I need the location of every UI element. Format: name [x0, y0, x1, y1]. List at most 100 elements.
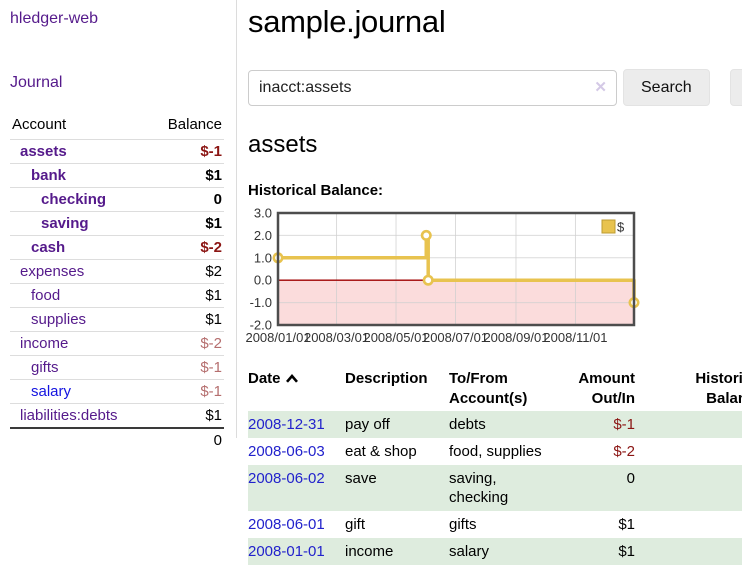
svg-text:$: $	[617, 220, 625, 235]
svg-text:2008/03/01: 2008/03/01	[304, 330, 369, 345]
search-button[interactable]: Search	[623, 69, 710, 106]
transaction-description: income	[345, 543, 394, 560]
account-row: bank $1	[10, 163, 224, 188]
transaction-date-link[interactable]: 2008-06-02	[248, 470, 325, 487]
account-row: food $1	[10, 283, 224, 308]
svg-text:2.0: 2.0	[254, 228, 272, 243]
svg-text:1.0: 1.0	[254, 250, 272, 265]
account-balance: $2	[205, 263, 222, 280]
account-row: supplies $1	[10, 307, 224, 332]
svg-text:-2.0: -2.0	[250, 318, 272, 333]
account-row: liabilities:debts $1	[10, 403, 224, 429]
transaction-accounts: salary	[449, 543, 490, 560]
transaction-date-link[interactable]: 2008-06-01	[248, 516, 325, 533]
help-button[interactable]: ?	[729, 69, 742, 106]
transaction-date-link[interactable]: 2008-06-03	[248, 443, 325, 460]
account-balance: $-1	[200, 359, 222, 376]
svg-text:-1.0: -1.0	[250, 295, 272, 310]
app-layout: hledger-web Journal Account Balance asse…	[0, 0, 742, 565]
transaction-row[interactable]: 2008-12-31 pay off debts $-1 $-1	[248, 411, 742, 438]
transaction-description: save	[345, 470, 377, 487]
accounts-column-account: Account	[12, 116, 67, 133]
account-row: saving $1	[10, 211, 224, 236]
page-title: sample.journal	[248, 4, 446, 39]
svg-text:2008/11/01: 2008/11/01	[543, 330, 607, 345]
transaction-row[interactable]: 2008-06-03 eat & shop food, supplies $-2…	[248, 438, 742, 465]
account-balance: $-2	[200, 335, 222, 352]
account-balance: $-1	[200, 383, 222, 400]
transaction-accounts: food, supplies	[449, 443, 542, 460]
transaction-row[interactable]: 2008-01-01 income salary $1 $1	[248, 538, 742, 565]
transaction-date-link[interactable]: 2008-12-31	[248, 416, 325, 433]
accounts-header-row: Account Balance	[10, 113, 224, 140]
account-balance: $1	[205, 167, 222, 184]
account-link[interactable]: saving	[41, 215, 89, 232]
transaction-accounts: debts	[449, 416, 486, 433]
account-balance: $1	[205, 215, 222, 232]
transaction-row[interactable]: 2008-06-01 gift gifts $1 $2	[248, 511, 742, 538]
transaction-accounts: saving, checking	[449, 470, 509, 506]
account-balance: $-1	[200, 143, 222, 160]
accounts-total-balance: 0	[213, 432, 222, 449]
account-link[interactable]: salary	[31, 383, 72, 400]
account-row: gifts $-1	[10, 355, 224, 380]
register-header-row: Date Description To/From Account(s) Amou…	[248, 367, 742, 411]
sidebar-item-journal[interactable]: Journal	[10, 74, 63, 91]
transaction-balance: $2	[635, 465, 742, 511]
legend-swatch	[601, 219, 616, 234]
register-table: Date Description To/From Account(s) Amou…	[248, 367, 742, 565]
svg-text:2008/09/01: 2008/09/01	[483, 330, 548, 345]
column-description[interactable]: Description	[345, 370, 428, 387]
account-balance: $1	[205, 311, 222, 328]
account-balance: $-2	[200, 239, 222, 256]
column-amount[interactable]: Amount Out/In	[578, 370, 635, 407]
account-link[interactable]: cash	[31, 239, 66, 256]
app-title[interactable]: hledger-web	[10, 10, 99, 27]
transaction-amount: $-1	[613, 416, 635, 433]
transaction-amount: $1	[618, 543, 635, 560]
column-balance[interactable]: Historical Balance	[695, 370, 742, 407]
account-row: income $-2	[10, 331, 224, 356]
transaction-date-link[interactable]: 2008-01-01	[248, 543, 325, 560]
transaction-balance: 0	[635, 438, 742, 465]
svg-text:0.0: 0.0	[254, 273, 272, 288]
svg-text:2008/01/01: 2008/01/01	[245, 330, 310, 345]
account-row: cash $-2	[10, 235, 224, 260]
transaction-row[interactable]: 2008-06-02 save saving, checking 0 $2	[248, 465, 742, 511]
chart-title: Historical Balance:	[248, 182, 384, 199]
search-box: ✕	[248, 69, 617, 106]
sort-ascending-icon	[285, 374, 298, 383]
account-link[interactable]: supplies	[31, 311, 87, 328]
account-link[interactable]: expenses	[20, 263, 85, 280]
account-link[interactable]: assets	[20, 143, 67, 160]
account-balance: $1	[205, 407, 222, 424]
sidebar: hledger-web Journal Account Balance asse…	[0, 0, 237, 449]
account-link[interactable]: checking	[41, 191, 107, 208]
transaction-description: pay off	[345, 416, 390, 433]
account-link[interactable]: bank	[31, 167, 67, 184]
transaction-amount: $-2	[613, 443, 635, 460]
historical-balance-chart[interactable]: 2008/01/012008/03/012008/05/012008/07/01…	[245, 206, 648, 350]
account-link[interactable]: liabilities:debts	[20, 407, 118, 424]
column-date[interactable]: Date	[248, 367, 345, 411]
accounts-total-row: 0	[10, 428, 224, 452]
svg-text:2008/07/01: 2008/07/01	[423, 330, 488, 345]
account-link[interactable]: gifts	[31, 359, 59, 376]
accounts-table: Account Balance assets $-1 bank $1 check…	[10, 113, 224, 452]
transaction-amount: 0	[626, 470, 635, 487]
transaction-balance: $-1	[635, 411, 742, 438]
account-heading: assets	[248, 131, 318, 158]
account-link[interactable]: income	[20, 335, 69, 352]
svg-text:3.0: 3.0	[254, 206, 272, 221]
account-link[interactable]: food	[31, 287, 61, 304]
account-row: checking 0	[10, 187, 224, 212]
search-form: ✕ Search ?	[248, 69, 742, 106]
account-row: assets $-1	[10, 139, 224, 164]
column-accounts[interactable]: To/From Account(s)	[449, 370, 528, 407]
search-input[interactable]	[248, 69, 617, 106]
clear-search-icon[interactable]: ✕	[594, 78, 607, 96]
account-row: expenses $2	[10, 259, 224, 284]
transaction-amount: $1	[618, 516, 635, 533]
transaction-balance: $1	[635, 538, 742, 565]
accounts-column-balance: Balance	[167, 116, 222, 133]
